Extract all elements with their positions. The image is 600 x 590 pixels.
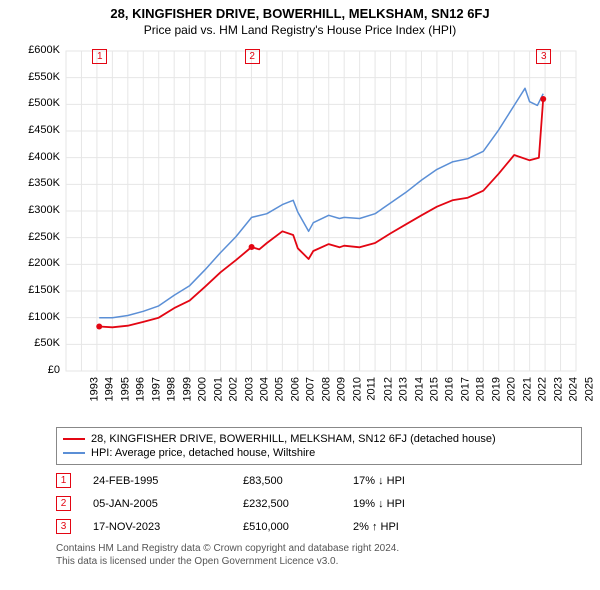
transaction-date: 17-NOV-2023 [93, 521, 243, 533]
x-axis-tick: 2004 [258, 377, 270, 401]
transaction-marker: 3 [56, 519, 71, 534]
y-axis-tick: £150K [10, 284, 60, 296]
x-axis-tick: 2015 [428, 377, 440, 401]
legend: 28, KINGFISHER DRIVE, BOWERHILL, MELKSHA… [56, 427, 582, 465]
transaction-row: 3 17-NOV-2023£510,0002% ↑ HPI [56, 515, 582, 538]
transaction-row: 1 24-FEB-1995£83,50017% ↓ HPI [56, 469, 582, 492]
x-axis-tick: 2010 [351, 377, 363, 401]
transaction-price: £510,000 [243, 521, 353, 533]
x-axis-tick: 1999 [181, 377, 193, 401]
transaction-date: 05-JAN-2005 [93, 498, 243, 510]
footer-line-2: This data is licensed under the Open Gov… [56, 555, 582, 568]
transaction-diff: 2% ↑ HPI [353, 521, 453, 533]
transaction-table: 1 24-FEB-1995£83,50017% ↓ HPI 2 05-JAN-2005… [56, 469, 582, 538]
chart-plot-area: £0 £50K £100K £150K £200K £250K £300K £350K £400… [10, 41, 590, 421]
transaction-row: 2 05-JAN-2005£232,50019% ↓ HPI [56, 492, 582, 515]
x-axis-tick: 2008 [320, 377, 332, 401]
x-axis-tick: 2006 [289, 377, 301, 401]
y-axis-tick: £600K [10, 44, 60, 56]
transaction-marker: 2 [56, 496, 71, 511]
x-axis-tick: 2012 [382, 377, 394, 401]
x-axis-tick: 2003 [243, 377, 255, 401]
x-axis-tick: 1998 [166, 377, 178, 401]
x-axis-tick: 2014 [413, 377, 425, 401]
chart-svg [10, 41, 590, 421]
x-axis-tick: 2019 [490, 377, 502, 401]
y-axis-tick: £350K [10, 177, 60, 189]
y-axis-tick: £300K [10, 204, 60, 216]
x-axis-tick: 2011 [366, 377, 378, 401]
x-axis-tick: 2007 [305, 377, 317, 401]
y-axis-tick: £400K [10, 151, 60, 163]
x-axis-tick: 2009 [336, 377, 348, 401]
legend-swatch [63, 438, 85, 440]
y-axis-tick: £450K [10, 124, 60, 136]
x-axis-tick: 1993 [88, 377, 100, 401]
y-axis-tick: £100K [10, 311, 60, 323]
footer-line-1: Contains HM Land Registry data © Crown c… [56, 542, 582, 555]
x-axis-tick: 2005 [274, 377, 286, 401]
x-axis-tick: 2020 [506, 377, 518, 401]
x-axis-tick: 2000 [197, 377, 209, 401]
chart-container: 28, KINGFISHER DRIVE, BOWERHILL, MELKSHA… [0, 0, 600, 568]
chart-subtitle: Price paid vs. HM Land Registry's House … [0, 21, 600, 41]
legend-label: 28, KINGFISHER DRIVE, BOWERHILL, MELKSHA… [91, 433, 496, 445]
transaction-diff: 19% ↓ HPI [353, 498, 453, 510]
transaction-diff: 17% ↓ HPI [353, 475, 453, 487]
x-axis-tick: 2013 [398, 377, 410, 401]
chart-marker: 3 [536, 49, 551, 64]
x-axis-tick: 2018 [475, 377, 487, 401]
chart-marker: 2 [245, 49, 260, 64]
y-axis-tick: £50K [10, 337, 60, 349]
x-axis-tick: 2002 [228, 377, 240, 401]
legend-label: HPI: Average price, detached house, Wilt… [91, 447, 315, 459]
x-axis-tick: 1994 [104, 377, 116, 401]
x-axis-tick: 1995 [119, 377, 131, 401]
transaction-date: 24-FEB-1995 [93, 475, 243, 487]
y-axis-tick: £500K [10, 97, 60, 109]
y-axis-tick: £200K [10, 257, 60, 269]
x-axis-tick: 2022 [537, 377, 549, 401]
x-axis-tick: 2025 [583, 377, 595, 401]
x-axis-tick: 2016 [444, 377, 456, 401]
legend-row: 28, KINGFISHER DRIVE, BOWERHILL, MELKSHA… [63, 432, 575, 446]
x-axis-tick: 2023 [552, 377, 564, 401]
x-axis-tick: 2021 [521, 377, 533, 401]
transaction-price: £83,500 [243, 475, 353, 487]
chart-title: 28, KINGFISHER DRIVE, BOWERHILL, MELKSHA… [0, 0, 600, 21]
x-axis-tick: 2001 [212, 377, 224, 401]
x-axis-tick: 1997 [150, 377, 162, 401]
x-axis-tick: 2017 [459, 377, 471, 401]
transaction-marker: 1 [56, 473, 71, 488]
legend-row: HPI: Average price, detached house, Wilt… [63, 446, 575, 460]
y-axis-tick: £0 [10, 364, 60, 376]
legend-swatch [63, 452, 85, 454]
chart-marker: 1 [92, 49, 107, 64]
transaction-price: £232,500 [243, 498, 353, 510]
x-axis-tick: 2024 [568, 377, 580, 401]
y-axis-tick: £250K [10, 231, 60, 243]
y-axis-tick: £550K [10, 71, 60, 83]
x-axis-tick: 1996 [135, 377, 147, 401]
footer-attribution: Contains HM Land Registry data © Crown c… [56, 542, 582, 568]
